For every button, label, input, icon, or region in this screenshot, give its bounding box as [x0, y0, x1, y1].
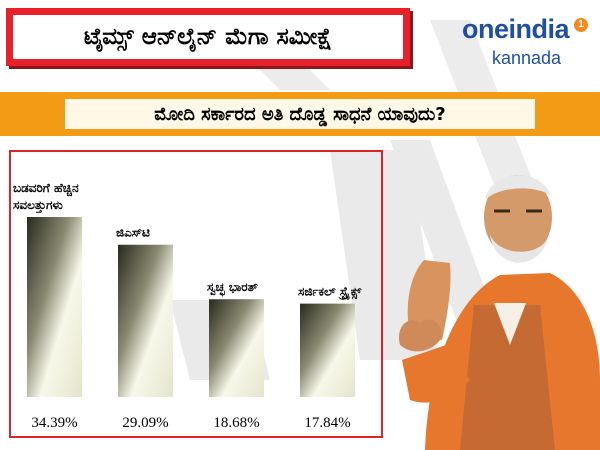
category-label-4-line-1: ಸರ್ಜಿಕಲ್ ಸ್ಟ್ರೈಕ್ಸ್ — [298, 285, 362, 300]
category-label-2-line-1: ಜಿಎಸ್‌ಟಿ — [116, 226, 150, 240]
bar-3 — [209, 299, 264, 397]
category-label-3-line-1: ಸ್ವಚ್ಛ ಭಾರತ್ — [207, 280, 259, 296]
logo-brand-text: oneindia — [462, 14, 570, 44]
bar-4 — [300, 303, 355, 397]
bar-2 — [118, 244, 173, 397]
value-label-1: 34.39% — [31, 415, 77, 431]
person-illustration — [399, 175, 600, 450]
poll-question: ಮೋದಿ ಸರ್ಕಾರದ ಅತಿ ದೊಡ್ಡ ಸಾಧನೆ ಯಾವುದು? — [65, 99, 535, 129]
category-label-1-line-1: ಬಡವರಿಗೆ ಹೆಚ್ಚಿನ — [13, 181, 79, 198]
title-banner: ಟೈಮ್ಸ್ ಆನ್‌ಲೈನ್ ಮೆಗಾ ಸಮೀಕ್ಷೆ — [6, 8, 410, 66]
value-label-3: 18.68% — [213, 415, 259, 431]
oneindia-logo: oneindia 1 kannada — [462, 12, 592, 72]
value-label-2: 29.09% — [122, 415, 168, 431]
logo-subtitle: kannada — [492, 48, 562, 68]
value-label-4: 17.84% — [304, 415, 350, 431]
bar-1 — [27, 217, 82, 397]
category-label-1-line-2: ಸವಲತ್ತುಗಳು — [13, 198, 63, 213]
chart-frame — [9, 150, 383, 438]
page-title: ಟೈಮ್ಸ್ ಆನ್‌ಲೈನ್ ಮೆಗಾ ಸಮೀಕ್ಷೆ — [13, 15, 403, 59]
question-bar: ಮೋದಿ ಸರ್ಕಾರದ ಅತಿ ದೊಡ್ಡ ಸಾಧನೆ ಯಾವುದು? — [0, 92, 600, 136]
logo-badge: 1 — [574, 18, 588, 32]
